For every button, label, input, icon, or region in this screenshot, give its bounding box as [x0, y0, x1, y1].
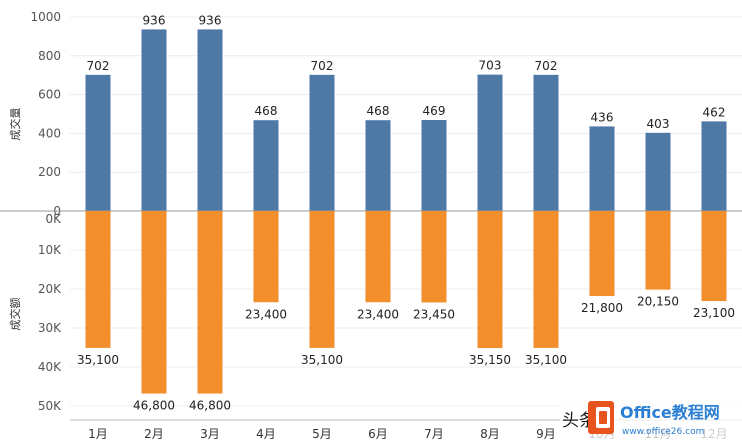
bottom-data-label: 21,800	[581, 301, 623, 315]
bottom-bar	[421, 211, 447, 303]
top-data-label: 936	[143, 13, 166, 27]
top-bar	[365, 120, 391, 211]
bottom-data-label: 46,800	[189, 399, 231, 413]
office-logo-icon	[588, 401, 614, 434]
top-bar	[477, 74, 503, 211]
top-data-labels: 702 936 936 468 702 468 469 703 702 436 403 462	[87, 13, 726, 130]
watermark-prefix: 头条	[562, 411, 596, 431]
watermark: 头条 Office教程网 www.office26.com	[560, 396, 742, 442]
x-tick-label: 1月	[88, 427, 108, 441]
x-tick-label: 3月	[200, 427, 220, 441]
x-tick-label: 9月	[536, 427, 556, 441]
bottom-bar	[589, 211, 615, 297]
top-gridlines	[70, 16, 742, 173]
bottom-panel: 0K 10K 20K 30K 40K 50K 35,100 46,800 46,800 23,4…	[8, 211, 742, 413]
bottom-bar	[197, 211, 223, 394]
x-tick-label: 8月	[480, 427, 500, 441]
bottom-bar	[533, 211, 559, 348]
top-bar	[533, 74, 559, 211]
watermark-subtitle: www.office26.com	[622, 427, 704, 437]
top-y-tick-label: 1000	[30, 10, 61, 24]
bottom-y-tick-label: 20K	[38, 282, 62, 296]
top-data-label: 702	[535, 59, 558, 73]
top-y-tick-label: 800	[38, 49, 61, 63]
watermark-brand: Office教程网	[620, 403, 720, 422]
x-tick-label: 2月	[144, 427, 164, 441]
bottom-data-label: 35,100	[301, 353, 343, 367]
top-data-label: 702	[311, 59, 334, 73]
bottom-data-label: 23,450	[413, 307, 455, 321]
top-bar	[253, 120, 279, 211]
top-bar	[85, 74, 111, 211]
bottom-gridlines	[70, 249, 742, 407]
bottom-y-tick-label: 50K	[38, 399, 62, 413]
bottom-data-label: 46,800	[133, 399, 175, 413]
bottom-data-label: 35,100	[525, 353, 567, 367]
bottom-bar	[253, 211, 279, 303]
bottom-data-label: 35,100	[77, 353, 119, 367]
top-y-tick-label: 400	[38, 126, 61, 140]
bottom-data-label: 20,150	[637, 295, 679, 309]
top-data-label: 462	[703, 105, 726, 119]
bottom-data-label: 23,400	[245, 307, 287, 321]
bottom-data-label: 23,400	[357, 307, 399, 321]
top-data-label: 436	[591, 110, 614, 124]
top-data-label: 703	[479, 59, 502, 73]
top-data-label: 468	[367, 104, 390, 118]
bottom-y-tick-label: 0K	[45, 212, 62, 226]
bottom-bar	[477, 211, 503, 349]
x-tick-label: 4月	[256, 427, 276, 441]
top-bar	[701, 121, 727, 211]
top-bar	[197, 29, 223, 211]
x-tick-label: 5月	[312, 427, 332, 441]
bottom-bar	[365, 211, 391, 303]
top-y-axis-title: 成交量	[8, 108, 22, 141]
top-bar	[309, 74, 335, 211]
bottom-data-labels: 35,100 46,800 46,800 23,400 35,100 23,400 23,4…	[77, 295, 735, 413]
bottom-data-label: 23,100	[693, 306, 735, 320]
x-tick-label: 7月	[424, 427, 444, 441]
top-data-label: 702	[87, 59, 110, 73]
top-data-label: 468	[255, 104, 278, 118]
bottom-bar	[645, 211, 671, 290]
top-bars	[85, 29, 727, 211]
bottom-y-tick-label: 30K	[38, 321, 62, 335]
top-bar	[421, 120, 447, 211]
top-bar	[141, 29, 167, 211]
top-data-label: 403	[647, 117, 670, 131]
top-bar	[589, 126, 615, 211]
top-y-tick-label: 600	[38, 88, 61, 102]
bottom-data-label: 35,150	[469, 353, 511, 367]
bottom-y-axis-title: 成交额	[8, 298, 22, 331]
bottom-bar	[701, 211, 727, 302]
top-data-label: 469	[423, 104, 446, 118]
top-y-tick-label: 200	[38, 165, 61, 179]
x-tick-label: 6月	[368, 427, 388, 441]
bottom-y-axis-ticks: 0K 10K 20K 30K 40K 50K	[38, 212, 62, 413]
bottom-bar	[141, 211, 167, 394]
bottom-y-tick-label: 40K	[38, 360, 62, 374]
bottom-y-tick-label: 10K	[38, 243, 62, 257]
bottom-bars	[85, 211, 727, 394]
bottom-bar	[309, 211, 335, 348]
top-data-label: 936	[199, 13, 222, 27]
top-bar	[645, 132, 671, 211]
bottom-bar	[85, 211, 111, 348]
